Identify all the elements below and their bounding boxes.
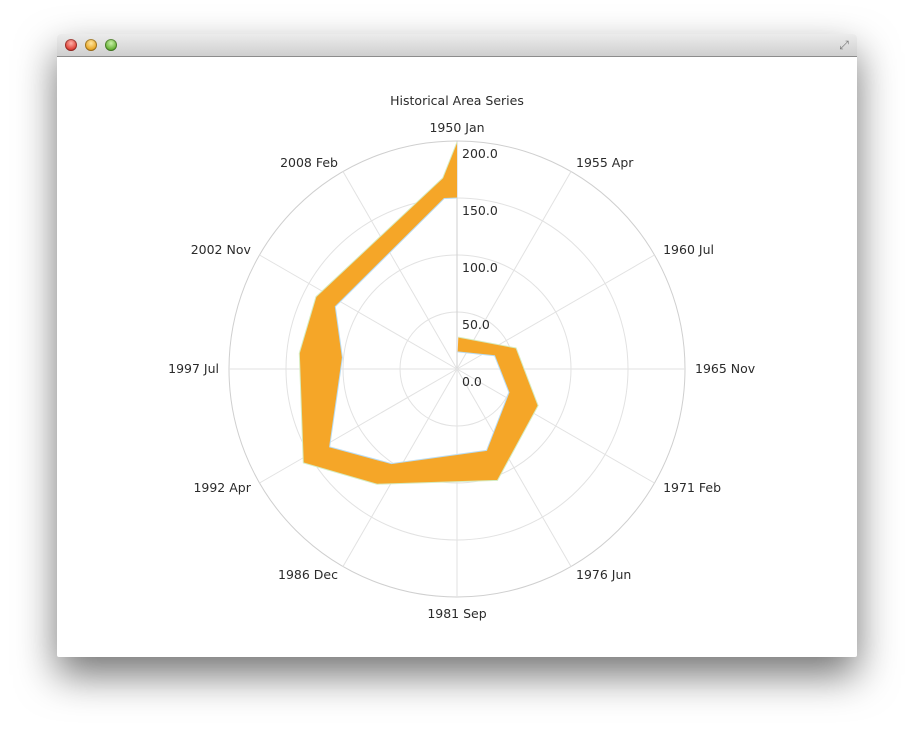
minimize-button[interactable] bbox=[85, 39, 97, 51]
angular-tick-label: 1955 Apr bbox=[576, 155, 634, 170]
close-button[interactable] bbox=[65, 39, 77, 51]
radial-tick-label: 200.0 bbox=[462, 146, 498, 161]
radial-tick-label: 100.0 bbox=[462, 260, 498, 275]
lower-series-line bbox=[329, 197, 510, 465]
zoom-button[interactable] bbox=[105, 39, 117, 51]
radial-tick-label: 0.0 bbox=[462, 374, 482, 389]
angular-tick-label: 1971 Feb bbox=[663, 480, 721, 495]
angular-tick-label: 2002 Nov bbox=[191, 242, 252, 257]
angular-tick-label: 1992 Apr bbox=[193, 480, 251, 495]
angular-tick-label: 1965 Nov bbox=[695, 361, 756, 376]
upper-series-line bbox=[298, 141, 539, 485]
angular-grid-line bbox=[456, 368, 572, 567]
angular-tick-label: 1960 Jul bbox=[663, 242, 714, 257]
radial-tick-label: 50.0 bbox=[462, 317, 490, 332]
title-bar: ⤢ bbox=[57, 34, 857, 57]
angular-grid-line bbox=[259, 254, 458, 370]
fullscreen-arrows-icon[interactable]: ⤢ bbox=[839, 38, 849, 52]
angular-tick-label: 1950 Jan bbox=[429, 120, 484, 135]
angular-tick-label: 1997 Jul bbox=[168, 361, 219, 376]
area-fill bbox=[299, 142, 539, 485]
angular-tick-label: 1976 Jun bbox=[576, 567, 631, 582]
chart-title: Historical Area Series bbox=[390, 93, 524, 108]
angular-grid-line bbox=[342, 171, 458, 370]
angular-tick-label: 2008 Feb bbox=[280, 155, 338, 170]
angular-tick-label: 1981 Sep bbox=[427, 606, 486, 621]
angular-grid-line bbox=[259, 368, 458, 484]
angular-tick-label: 1986 Dec bbox=[278, 567, 338, 582]
angular-grid-line bbox=[456, 171, 572, 370]
angular-grid-line bbox=[456, 368, 655, 484]
radial-tick-label: 150.0 bbox=[462, 203, 498, 218]
